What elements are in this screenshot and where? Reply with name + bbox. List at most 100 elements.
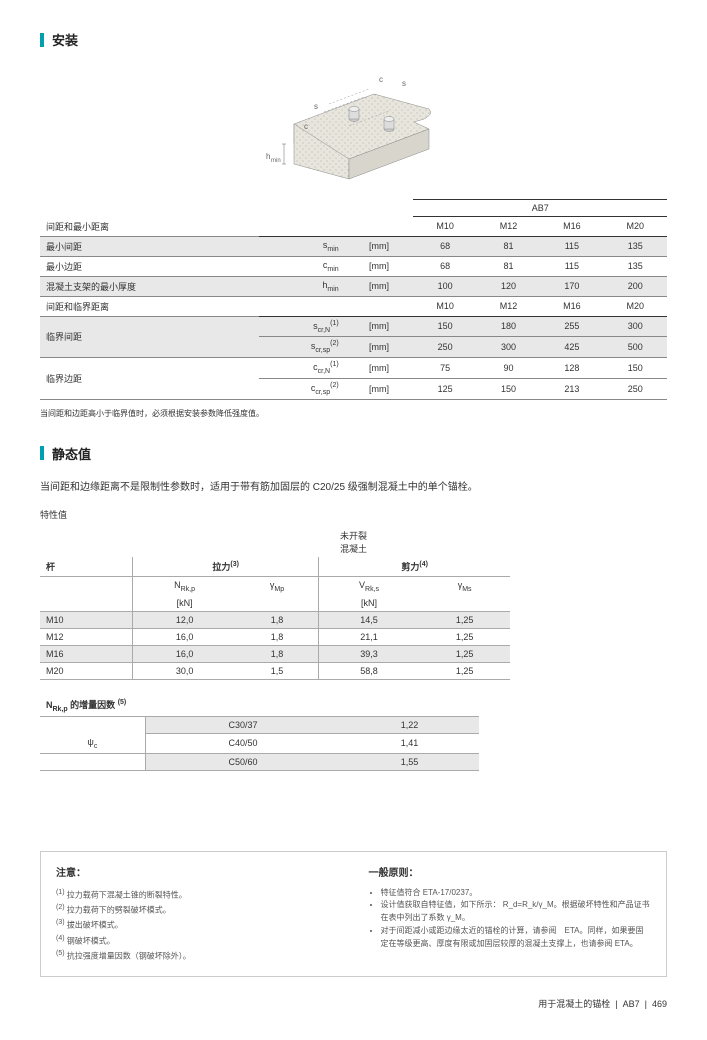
row-sym: scr,N(1) [259,316,345,337]
footer-prod: AB7 [623,999,640,1009]
row-sym: hmin [259,276,345,296]
row-unit: [mm] [345,236,414,256]
row-unit: [mm] [345,256,414,276]
val: 58,8 [319,663,419,680]
unit: [kN] [133,595,236,612]
size: M20 [40,663,133,680]
row-unit: [mm] [345,378,414,399]
size-col: M12 [477,296,540,316]
notes-left: 注意： (1) 拉力载荷下混凝土锥的断裂特性。(2) 拉力载荷下的劈裂破坏模式。… [56,864,339,964]
grade: C50/60 [145,753,340,770]
row-val: 120 [477,276,540,296]
size-col: M10 [413,296,476,316]
svg-text:s: s [402,79,406,88]
row-unit: [mm] [345,337,414,358]
row-val: 170 [540,276,603,296]
static-desc: 当间距和边缘距离不是限制性参数时，适用于带有筋加固层的 C20/25 级强制混凝… [40,478,667,493]
val: 1,5 [236,663,319,680]
t3-title2: 的增量因数 [68,700,118,710]
val: 21,1 [319,629,419,646]
row-val: 250 [604,378,667,399]
row-val: 250 [413,337,476,358]
row-val: 68 [413,236,476,256]
size-col: M10 [413,217,476,237]
sub: Ms [462,585,471,592]
row-val: 500 [604,337,667,358]
notes-left-title: 注意： [56,864,339,879]
notes-right: 一般原则： 特征值符合 ETA-17/0237。设计值获取自特征值，如下所示： … [369,864,652,964]
row-label: 混凝土支架的最小厚度 [40,276,259,296]
row-val: 115 [540,256,603,276]
row-val: 150 [413,316,476,337]
row-val: 81 [477,256,540,276]
val: 30,0 [133,663,236,680]
notes-box: 注意： (1) 拉力载荷下混凝土锥的断裂特性。(2) 拉力载荷下的劈裂破坏模式。… [40,851,667,977]
val: 1,8 [236,629,319,646]
val: 1,41 [340,734,479,753]
val: 39,3 [319,646,419,663]
row-label: 最小边距 [40,256,259,276]
row-val: 100 [413,276,476,296]
note-item: 特征值符合 ETA-17/0237。 [381,887,652,900]
size-col: M12 [477,217,540,237]
svg-text:min: min [271,158,281,164]
row-unit: [mm] [345,276,414,296]
svg-text:s: s [314,102,318,111]
sub: Rk,p [181,585,195,592]
row-sym: smin [259,236,345,256]
note-item: 对于间距减小或距边缘太近的锚栓的计算，请参阅 ETA。同样，如果要固定在等级更高… [381,925,652,951]
row-val: 180 [477,316,540,337]
char-label: 特性值 [40,508,667,521]
size: M10 [40,612,133,629]
section-static-title: 静态值 [40,444,667,463]
col-bar: 杆 [40,557,133,577]
sup: (3) [230,561,239,568]
size: M12 [40,629,133,646]
install-diagram: c s s c h min [254,64,454,184]
size: M16 [40,646,133,663]
val: 1,25 [419,646,510,663]
row-label: 临界间距 [40,316,259,358]
unit: [kN] [319,595,419,612]
row-val: 90 [477,358,540,379]
page-footer: 用于混凝土的锚栓 | AB7 | 469 [40,997,667,1010]
row-val: 300 [477,337,540,358]
svg-text:c: c [379,75,383,84]
row-val: 75 [413,358,476,379]
sub: Rk,s [365,585,379,592]
row-val: 200 [604,276,667,296]
col-shear: 剪力 [401,562,419,572]
table1-note: 当间距和边距高小于临界值时，必须根据安装参数降低强度值。 [40,408,667,419]
note-item: 设计值获取自特征值，如下所示： R_d=R_k/γ_M。根据破坏特性和产品证书在… [381,899,652,925]
grade: C40/50 [145,734,340,753]
row-label: 临界边距 [40,358,259,400]
footer-page: 469 [652,999,667,1009]
static-table: 杆 拉力(3) 剪力(4) NRk,p γMp VRk,s γMs [kN] [… [40,557,510,681]
sup: (4) [419,561,428,568]
row-val: 150 [477,378,540,399]
size-col: M20 [604,217,667,237]
section-install-title: 安装 [40,30,667,49]
increment-table: NRk,p 的增量因数 (5) C30/37 1,22ψcC40/50 1,41… [40,695,479,770]
val: 1,25 [419,629,510,646]
row-val: 125 [413,378,476,399]
row-val: 68 [413,256,476,276]
row-sym: ccr,sp(2) [259,378,345,399]
row-label: 最小间距 [40,236,259,256]
size-col: M16 [540,217,603,237]
row-sym: cmin [259,256,345,276]
val: 1,25 [419,663,510,680]
notes-right-title: 一般原则： [369,864,652,879]
note-item: (5) 抗拉强度增量因数（钢破坏除外）。 [56,948,339,963]
size-col: M16 [540,296,603,316]
row-val: 135 [604,256,667,276]
val: 16,0 [133,629,236,646]
val: 14,5 [319,612,419,629]
svg-text:c: c [304,122,308,131]
sub: Rk,p [53,706,68,713]
note-item: (4) 钢破坏模式。 [56,933,339,948]
sub: Mp [274,585,284,592]
table1-header2: 间距和临界距离 [40,296,259,316]
svg-text:h: h [266,152,270,161]
row-val: 128 [540,358,603,379]
